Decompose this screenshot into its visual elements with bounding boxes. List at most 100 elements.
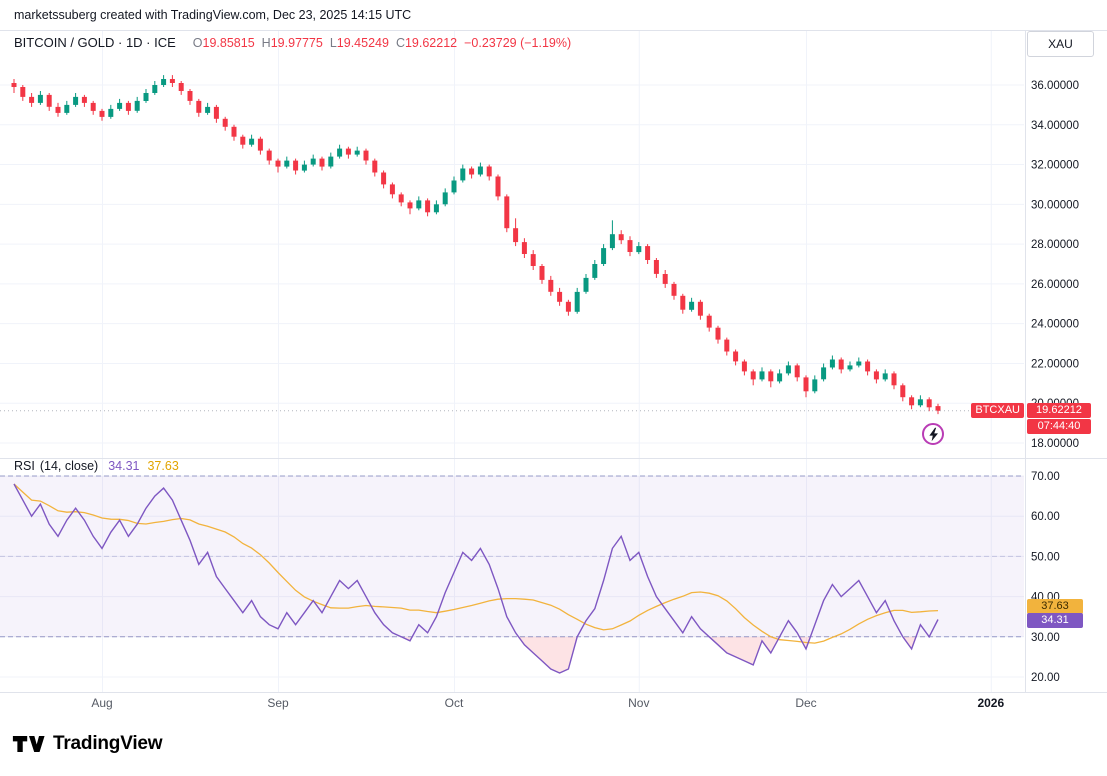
last-price-axis-badges: 19.62212 07:44:40 (1027, 403, 1091, 434)
candle-body (29, 96, 35, 103)
candle-body (442, 192, 448, 205)
candle-body (548, 279, 554, 292)
candle-body (178, 83, 184, 91)
candle-body (812, 379, 818, 392)
candle-body (530, 254, 536, 266)
quick-trade-button[interactable] (922, 423, 944, 445)
rsi-axis-badge: 34.31 (1027, 613, 1083, 628)
rsi-ma-current-value: 37.63 (147, 459, 179, 473)
candle-body (829, 359, 835, 368)
price-axis[interactable] (1025, 30, 1107, 692)
candle-body (741, 361, 747, 372)
candle-body (821, 367, 827, 380)
candle-body (416, 200, 422, 209)
candle-body (293, 160, 299, 171)
candle-body (319, 158, 325, 167)
rsi-ma-line (13, 483, 939, 644)
time-axis-label: Oct (445, 696, 464, 710)
candle-body (460, 168, 466, 181)
candle-body (266, 150, 272, 161)
candle-body (653, 260, 659, 274)
candle-body (337, 148, 343, 157)
candle-body (513, 228, 519, 243)
candle-body (486, 166, 492, 177)
candle-body (768, 371, 774, 382)
time-axis-label: Dec (795, 696, 816, 710)
candle-body (372, 160, 378, 173)
candle-body (539, 266, 545, 280)
symbol-header: BITCOIN / GOLD · 1D · ICE O 19.85815 H 1… (14, 35, 571, 50)
candle-body (222, 118, 228, 127)
candle-body (284, 160, 290, 167)
candle-body (873, 371, 879, 380)
candle-body (847, 365, 853, 370)
candle-body (108, 108, 114, 117)
time-axis[interactable] (0, 692, 1025, 716)
candle-body (451, 180, 457, 193)
candle-body (169, 79, 175, 83)
symbol-title[interactable]: BITCOIN / GOLD · 1D · ICE (14, 35, 176, 50)
candle-body (618, 234, 624, 241)
candle-body (900, 385, 906, 398)
candle-body (134, 100, 140, 111)
rsi-tick-label: 70.00 (1031, 471, 1060, 483)
candle-body (231, 126, 237, 137)
time-axis-label: Sep (267, 696, 289, 710)
bar-countdown-badge: 07:44:40 (1027, 419, 1091, 434)
time-axis-label: 2026 (977, 696, 1004, 710)
ohlc-low-label: L (329, 36, 337, 50)
candle-body (662, 274, 668, 284)
candle-body (794, 365, 800, 378)
candle-body (785, 365, 791, 374)
candle-body (213, 106, 219, 119)
tradingview-logo[interactable]: TradingView (12, 732, 163, 756)
candle-body (891, 373, 897, 386)
candle-body (310, 158, 316, 165)
candle-body (909, 397, 915, 406)
candle-body (935, 406, 941, 411)
axis-currency-button[interactable]: XAU (1027, 31, 1094, 57)
candle-body (803, 377, 809, 392)
candle-body (345, 148, 351, 155)
candle-body (627, 240, 633, 252)
candle-body (689, 301, 695, 310)
lightning-bolt-icon (928, 427, 938, 441)
candle-body (46, 94, 52, 107)
price-tick-label: 34.00000 (1031, 120, 1079, 132)
candle-body (398, 194, 404, 203)
candle-body (196, 100, 202, 113)
candle-body (117, 102, 123, 109)
last-price-badge: 19.62212 (1027, 403, 1091, 418)
price-tick-label: 28.00000 (1031, 239, 1079, 251)
price-tick-label: 26.00000 (1031, 279, 1079, 291)
candle-body (521, 242, 527, 254)
rsi-ma-axis-badge: 37.63 (1027, 599, 1083, 614)
ohlc-open-label: O (192, 36, 203, 50)
rsi-band (0, 476, 1024, 637)
candle-body (759, 371, 765, 380)
candle-body (425, 200, 431, 213)
candle-body (750, 371, 756, 380)
candle-body (381, 172, 387, 185)
candle-body (601, 248, 607, 264)
candle-body (301, 164, 307, 171)
rsi-tick-label: 50.00 (1031, 551, 1060, 563)
ohlc-high-value: 19.97775 (270, 36, 323, 50)
candle-body (583, 277, 589, 292)
ohlc-close-value: 19.62212 (404, 36, 458, 50)
candle-body (363, 150, 369, 161)
candle-body (706, 315, 712, 328)
candle-body (90, 102, 96, 111)
candle-body (354, 150, 360, 155)
price-tick-label: 30.00000 (1031, 199, 1079, 211)
candle-body (433, 204, 439, 213)
candle-body (143, 93, 149, 101)
rsi-title[interactable]: RSI (14, 459, 35, 473)
candle-body (73, 96, 79, 105)
price-tick-label: 36.00000 (1031, 80, 1079, 92)
candle-body (99, 110, 105, 117)
candle-body (240, 136, 246, 145)
candle-body (636, 246, 642, 253)
